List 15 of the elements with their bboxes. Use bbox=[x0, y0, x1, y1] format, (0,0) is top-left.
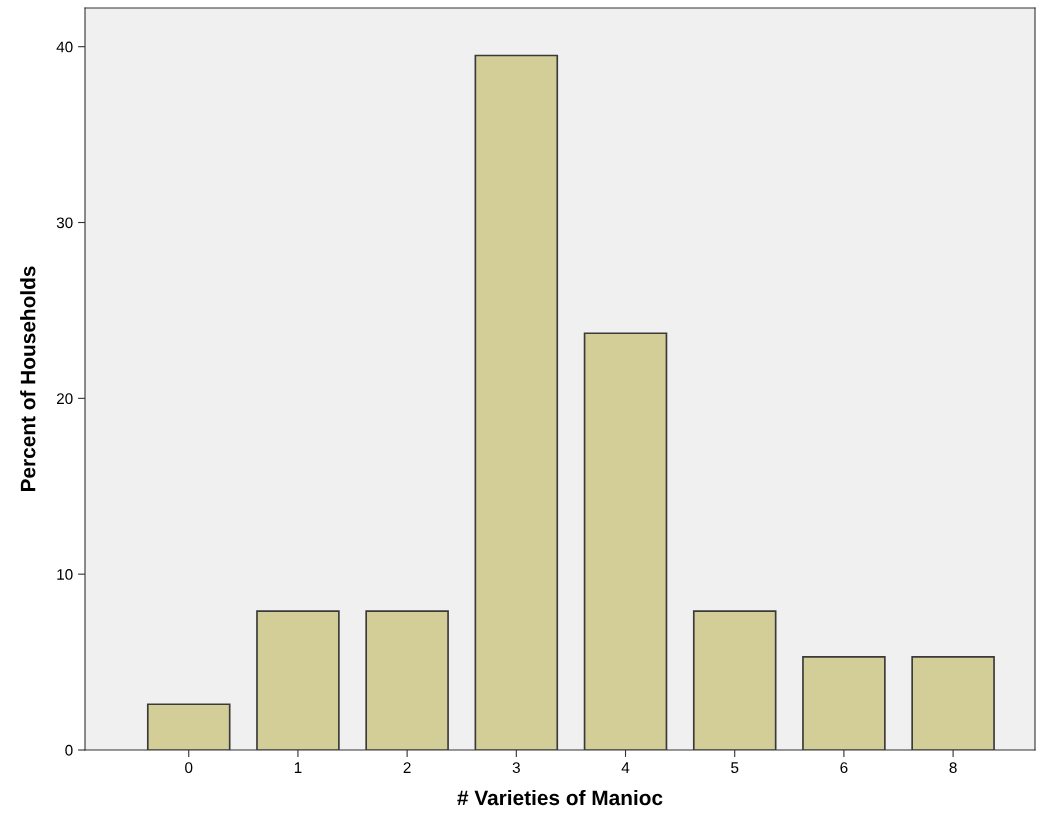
x-tick-label: 3 bbox=[512, 762, 520, 774]
x-axis-title: # Varieties of Manioc bbox=[457, 789, 663, 806]
y-axis-title: Percent of Households bbox=[20, 266, 36, 492]
y-tick-label: 20 bbox=[56, 393, 73, 405]
x-tick-label: 2 bbox=[403, 762, 411, 773]
y-tick-label: 30 bbox=[56, 217, 73, 229]
x-tick-label: 8 bbox=[949, 762, 957, 774]
y-tick-label: 10 bbox=[57, 569, 73, 580]
y-tick-label: 40 bbox=[56, 41, 73, 53]
x-tick-label: 5 bbox=[731, 762, 739, 774]
x-tick-label: 0 bbox=[185, 762, 193, 774]
x-tick-label: 1 bbox=[294, 762, 302, 773]
x-tick-label: 4 bbox=[621, 762, 630, 773]
y-tick-label: 0 bbox=[65, 744, 73, 756]
x-tick-label: 6 bbox=[840, 762, 848, 774]
